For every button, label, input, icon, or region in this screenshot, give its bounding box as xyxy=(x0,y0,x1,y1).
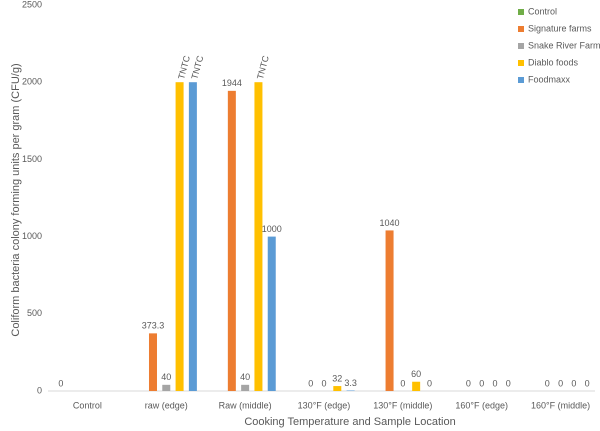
data-label: 0 xyxy=(308,378,313,388)
legend-swatch xyxy=(518,9,524,15)
data-label: 3.3 xyxy=(344,378,357,388)
data-label: 0 xyxy=(558,378,563,388)
data-label: 0 xyxy=(493,378,498,388)
legend-text: Snake River Farms xyxy=(528,40,600,50)
legend-text: Diablo foods xyxy=(528,57,579,67)
bar xyxy=(162,384,171,391)
bar xyxy=(175,82,184,391)
data-label: 373.3 xyxy=(142,321,165,331)
x-tick-label: raw (edge) xyxy=(145,400,188,410)
data-label: 60 xyxy=(411,369,421,379)
data-label: 0 xyxy=(58,378,63,388)
y-tick-label: 1500 xyxy=(22,154,42,164)
bar xyxy=(227,90,236,391)
data-label: 0 xyxy=(506,378,511,388)
bar xyxy=(267,236,276,391)
bar xyxy=(412,381,421,391)
y-tick-label: 0 xyxy=(37,385,42,395)
data-label: TNTC xyxy=(189,54,205,80)
data-label: 0 xyxy=(400,378,405,388)
legend-text: Foodmaxx xyxy=(528,74,571,84)
data-label: 1944 xyxy=(222,78,242,88)
legend-text: Signature farms xyxy=(528,23,592,33)
bar xyxy=(241,384,250,391)
data-label: 0 xyxy=(466,378,471,388)
bar xyxy=(254,82,263,391)
x-tick-label: 130°F (edge) xyxy=(298,400,351,410)
x-tick-label: 160°F (edge) xyxy=(455,400,508,410)
legend-swatch xyxy=(518,77,524,83)
data-label: 32 xyxy=(332,373,342,383)
y-tick-label: 1000 xyxy=(22,231,42,241)
bar xyxy=(385,230,394,391)
data-label: 40 xyxy=(240,372,250,382)
bar xyxy=(333,386,342,391)
y-tick-label: 500 xyxy=(27,308,42,318)
data-label: 40 xyxy=(161,372,171,382)
x-tick-label: 130°F (middle) xyxy=(373,400,432,410)
legend-swatch xyxy=(518,60,524,66)
data-label: 0 xyxy=(427,378,432,388)
legend-swatch xyxy=(518,26,524,32)
data-label: TNTC xyxy=(255,54,271,80)
data-label: 0 xyxy=(571,378,576,388)
data-label: 0 xyxy=(479,378,484,388)
bar xyxy=(148,333,157,391)
y-axis-title: Coliform bacteria colony forming units p… xyxy=(10,63,22,336)
data-label: 1000 xyxy=(262,224,282,234)
legend-text: Control xyxy=(528,6,557,16)
bar xyxy=(188,82,197,391)
y-tick-label: 2000 xyxy=(22,77,42,87)
x-axis-title: Cooking Temperature and Sample Location xyxy=(244,416,455,428)
legend-swatch xyxy=(518,43,524,49)
x-tick-label: Raw (middle) xyxy=(219,400,272,410)
data-label: 0 xyxy=(585,378,590,388)
bar xyxy=(346,390,355,391)
y-tick-label: 2500 xyxy=(22,0,42,9)
data-label: 0 xyxy=(545,378,550,388)
x-tick-label: 160°F (middle) xyxy=(531,400,590,410)
x-tick-label: Control xyxy=(73,400,102,410)
data-label: 0 xyxy=(321,378,326,388)
data-label: 1040 xyxy=(380,218,400,228)
